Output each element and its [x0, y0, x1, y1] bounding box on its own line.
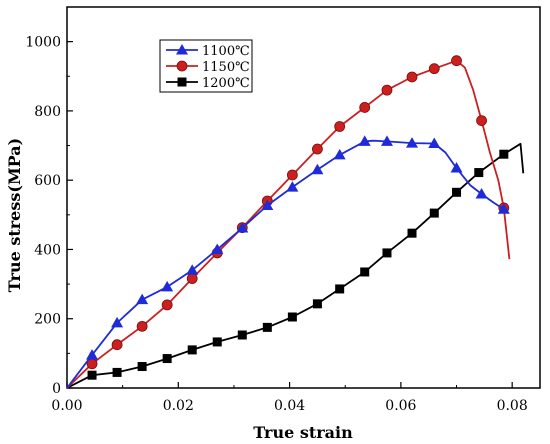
data-point-1150: [161, 299, 173, 311]
series-1150: [66, 55, 511, 389]
data-point-1100: [475, 188, 488, 199]
data-point-1200: [212, 337, 222, 347]
data-point-1200: [474, 168, 484, 178]
data-point-1100: [450, 162, 463, 173]
data-point-1200: [360, 267, 370, 277]
legend-label-1100: 1100℃: [202, 44, 250, 59]
data-point-1100: [161, 280, 174, 292]
y-tick-label: 600: [34, 173, 61, 189]
data-point-1100: [333, 148, 346, 160]
series-line-1150: [66, 59, 511, 389]
data-point-1100: [261, 199, 274, 210]
data-point-1200: [335, 284, 345, 294]
data-point-1100: [358, 135, 371, 146]
data-point-1200: [429, 208, 439, 218]
data-point-1150: [406, 71, 418, 83]
legend-marker-1150: [176, 60, 188, 72]
data-point-1200: [112, 367, 122, 377]
data-point-1150: [136, 320, 148, 332]
data-point-1200: [137, 362, 147, 372]
x-tick-labels: 0.00 0.02 0.04 0.06 0.08: [51, 398, 527, 414]
data-point-1150: [381, 84, 393, 96]
y-tick-label: 400: [34, 242, 61, 258]
data-point-1100: [497, 203, 510, 214]
data-point-1200: [312, 299, 322, 309]
data-point-1100: [286, 181, 299, 192]
x-tick-label: 0.04: [274, 398, 305, 414]
plot-border: [66, 6, 541, 389]
x-tick-label: 0.00: [51, 398, 82, 414]
data-point-1200: [262, 322, 272, 332]
data-point-1150: [186, 273, 198, 284]
series-1100: [66, 135, 510, 389]
series-1200: [66, 142, 525, 389]
y-axis-title: True stress(MPa): [5, 138, 24, 292]
data-point-1150: [286, 169, 298, 181]
tick-marks: [66, 41, 513, 389]
legend-marker-1200: [177, 77, 187, 87]
data-point-1100: [211, 243, 224, 254]
series-line-1100: [66, 139, 505, 389]
data-point-1200: [407, 228, 417, 238]
data-point-1200: [87, 370, 97, 380]
plot-frame: [66, 6, 541, 389]
data-point-1150: [428, 63, 440, 75]
data-point-1200: [162, 354, 172, 364]
data-point-1100: [236, 221, 249, 233]
data-point-1150: [359, 102, 371, 113]
data-point-1100: [428, 137, 441, 148]
x-tick-label: 0.02: [163, 398, 194, 414]
y-tick-label: 800: [34, 104, 61, 120]
data-point-1100: [380, 135, 393, 146]
x-tick-label: 0.06: [385, 398, 416, 414]
series-layer: [66, 55, 525, 389]
data-point-1100: [406, 137, 419, 148]
y-tick-label: 200: [34, 312, 61, 328]
data-point-1100: [86, 349, 99, 360]
data-point-1150: [312, 143, 323, 155]
data-point-1100: [311, 163, 324, 175]
data-point-1100: [111, 316, 124, 328]
data-point-1200: [382, 248, 392, 258]
x-tick-label: 0.08: [497, 398, 528, 414]
data-point-1150: [451, 55, 462, 67]
legend-label-1150: 1150℃: [202, 60, 250, 75]
data-point-1200: [499, 149, 509, 159]
data-point-1200: [452, 187, 462, 197]
data-point-1150: [334, 121, 346, 132]
y-tick-label: 0: [52, 381, 61, 397]
data-point-1100: [186, 264, 199, 275]
data-point-1200: [237, 330, 247, 340]
y-tick-labels: 0 200 400 600 800 1000: [25, 35, 61, 397]
series-line-1200: [66, 142, 525, 389]
legend-marker-1100: [176, 44, 188, 55]
legend-label-1200: 1200℃: [202, 76, 250, 91]
y-tick-label: 1000: [25, 35, 61, 51]
data-point-1200: [187, 345, 197, 355]
data-point-1150: [476, 115, 487, 127]
data-point-1200: [287, 312, 297, 322]
data-point-1100: [136, 293, 149, 305]
data-point-1150: [111, 339, 123, 351]
x-axis-title: True strain: [253, 423, 353, 442]
